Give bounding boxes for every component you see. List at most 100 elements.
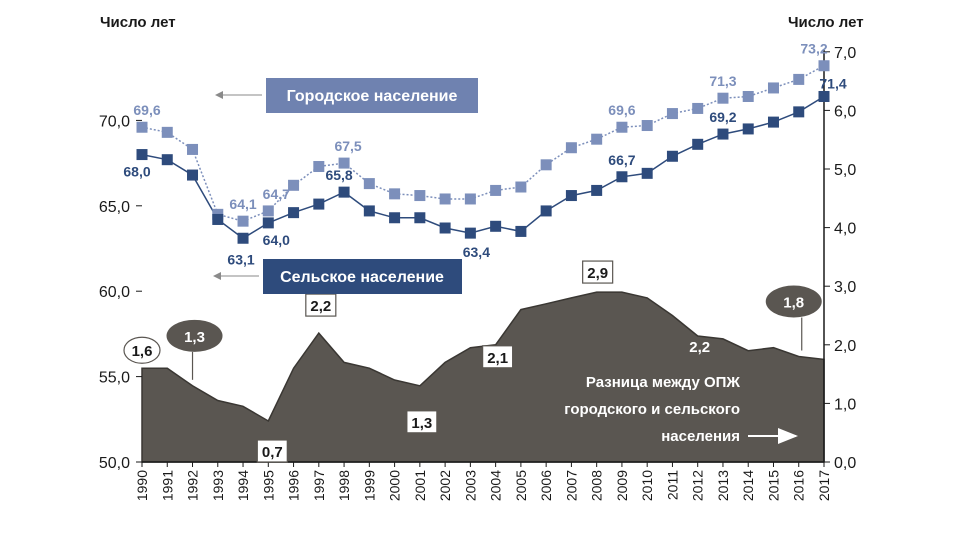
- x-tick-label: 2002: [437, 470, 453, 501]
- urban-point: [363, 178, 375, 190]
- rural-point: [692, 138, 704, 150]
- x-tick-label: 1992: [185, 470, 201, 501]
- x-tick-label: 1991: [159, 470, 175, 501]
- difference-data-label: 0,7: [262, 444, 283, 461]
- urban-data-labels: 69,6 64,1 64,7 67,5 69,6 71,3 73,2: [133, 41, 827, 212]
- difference-area: [141, 291, 825, 463]
- rural-data-label: 65,8: [325, 167, 352, 183]
- urban-data-label: 64,7: [263, 186, 290, 202]
- rural-point: [288, 207, 300, 219]
- x-tick-label: 1994: [235, 470, 251, 501]
- urban-point: [767, 82, 779, 94]
- urban-point: [262, 205, 274, 217]
- right-tick-label: 7,0: [834, 45, 856, 62]
- legend-rural-box: [263, 259, 462, 294]
- difference-note: Разница между ОПЖ городского и сельского…: [564, 374, 798, 445]
- x-tick-label: 2000: [387, 470, 403, 501]
- x-tick-label: 2017: [816, 470, 832, 501]
- rural-point: [793, 106, 805, 118]
- urban-point: [490, 184, 502, 196]
- x-tick-label: 2016: [791, 470, 807, 501]
- difference-data-labels: 1,6 1,3 0,7 2,2 1,3 2,1 2,9 2,2 1,8: [123, 260, 822, 463]
- rural-point: [313, 198, 325, 210]
- right-tick-label: 6,0: [834, 103, 856, 120]
- rural-point: [338, 186, 350, 198]
- difference-data-label: 2,2: [310, 298, 331, 315]
- x-tick-label: 2006: [538, 470, 554, 501]
- difference-label-box: [582, 260, 614, 284]
- urban-point: [616, 121, 628, 133]
- rural-data-label: 64,0: [263, 232, 290, 248]
- rural-point: [363, 205, 375, 217]
- difference-note-line-1: Разница между ОПЖ: [586, 374, 741, 391]
- rural-point: [161, 154, 173, 166]
- urban-point: [818, 60, 830, 72]
- right-tick-label: 5,0: [834, 162, 856, 179]
- right-tick-label: 3,0: [834, 279, 856, 296]
- urban-point: [439, 193, 451, 205]
- difference-label-box: [482, 345, 514, 369]
- difference-note-line-2: городского и сельского: [564, 401, 740, 418]
- urban-point: [793, 73, 805, 85]
- rural-point: [591, 184, 603, 196]
- urban-point: [237, 215, 249, 227]
- difference-label-box: [256, 439, 288, 463]
- rural-point: [818, 90, 830, 102]
- urban-data-label: 67,5: [334, 138, 361, 154]
- x-tick-label: 1993: [210, 470, 226, 501]
- urban-point: [591, 133, 603, 145]
- urban-point: [414, 190, 426, 202]
- difference-data-label: 1,6: [132, 343, 153, 360]
- right-tick-label: 0,0: [834, 455, 856, 472]
- difference-data-label: 1,3: [184, 329, 205, 346]
- legend-rural: Сельское население: [213, 259, 462, 294]
- rural-series-points: [136, 90, 830, 244]
- x-tick-label: 2013: [715, 470, 731, 501]
- x-tick-label: 2015: [765, 470, 781, 501]
- x-tick-label: 1996: [286, 470, 302, 501]
- rural-point: [666, 150, 678, 162]
- left-tick-label: 65,0: [99, 199, 130, 216]
- difference-data-label: 1,3: [411, 415, 432, 432]
- rural-point: [237, 232, 249, 244]
- urban-point: [338, 157, 350, 169]
- urban-point: [742, 90, 754, 102]
- x-tick-label: 2008: [589, 470, 605, 501]
- difference-label-box: [305, 293, 337, 317]
- rural-point: [641, 167, 653, 179]
- x-tick-label: 2014: [740, 470, 756, 501]
- urban-point: [565, 142, 577, 154]
- left-tick-label: 60,0: [99, 284, 130, 301]
- rural-data-label: 68,0: [123, 164, 150, 180]
- left-tick-label: 50,0: [99, 455, 130, 472]
- rural-point: [717, 128, 729, 140]
- left-tick-label: 70,0: [99, 113, 130, 130]
- x-tick-label: 2012: [690, 470, 706, 501]
- x-tick-label: 2011: [664, 470, 680, 500]
- left-tick-label: 55,0: [99, 370, 130, 387]
- right-axis-title: Число лет: [788, 14, 864, 31]
- rural-data-label: 63,1: [227, 251, 254, 267]
- x-axis-ticks: 1990 1991 1992 1993 1994 1995 1996 1997 1998 1999…: [134, 462, 832, 501]
- urban-point: [717, 92, 729, 104]
- legend-urban-box: [266, 78, 478, 113]
- x-tick-label: 2010: [639, 470, 655, 501]
- x-tick-label: 2005: [513, 470, 529, 501]
- rural-point: [262, 217, 274, 229]
- rural-data-label: 69,2: [709, 109, 736, 125]
- legend-urban-label: Городское население: [287, 88, 458, 105]
- urban-series-points: [136, 60, 830, 227]
- rural-series-line: [141, 95, 825, 240]
- urban-series-line: [141, 65, 825, 222]
- urban-point: [464, 193, 476, 205]
- rural-point: [414, 212, 426, 224]
- urban-point: [187, 143, 199, 155]
- rural-point: [464, 227, 476, 239]
- x-tick-label: 2003: [462, 470, 478, 501]
- x-tick-label: 1999: [361, 470, 377, 501]
- difference-label-circle: [123, 336, 161, 364]
- urban-data-label: 64,1: [229, 196, 256, 212]
- urban-point: [540, 159, 552, 171]
- rural-point: [187, 169, 199, 181]
